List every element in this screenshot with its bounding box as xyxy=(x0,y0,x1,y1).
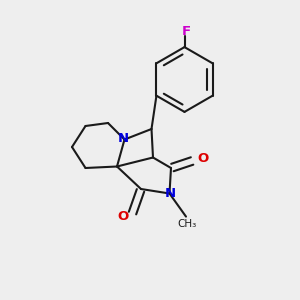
Text: CH₃: CH₃ xyxy=(177,219,196,229)
Text: F: F xyxy=(182,25,190,38)
Text: O: O xyxy=(117,209,129,223)
Text: N: N xyxy=(117,131,129,145)
Text: O: O xyxy=(197,152,208,166)
Text: N: N xyxy=(164,187,176,200)
